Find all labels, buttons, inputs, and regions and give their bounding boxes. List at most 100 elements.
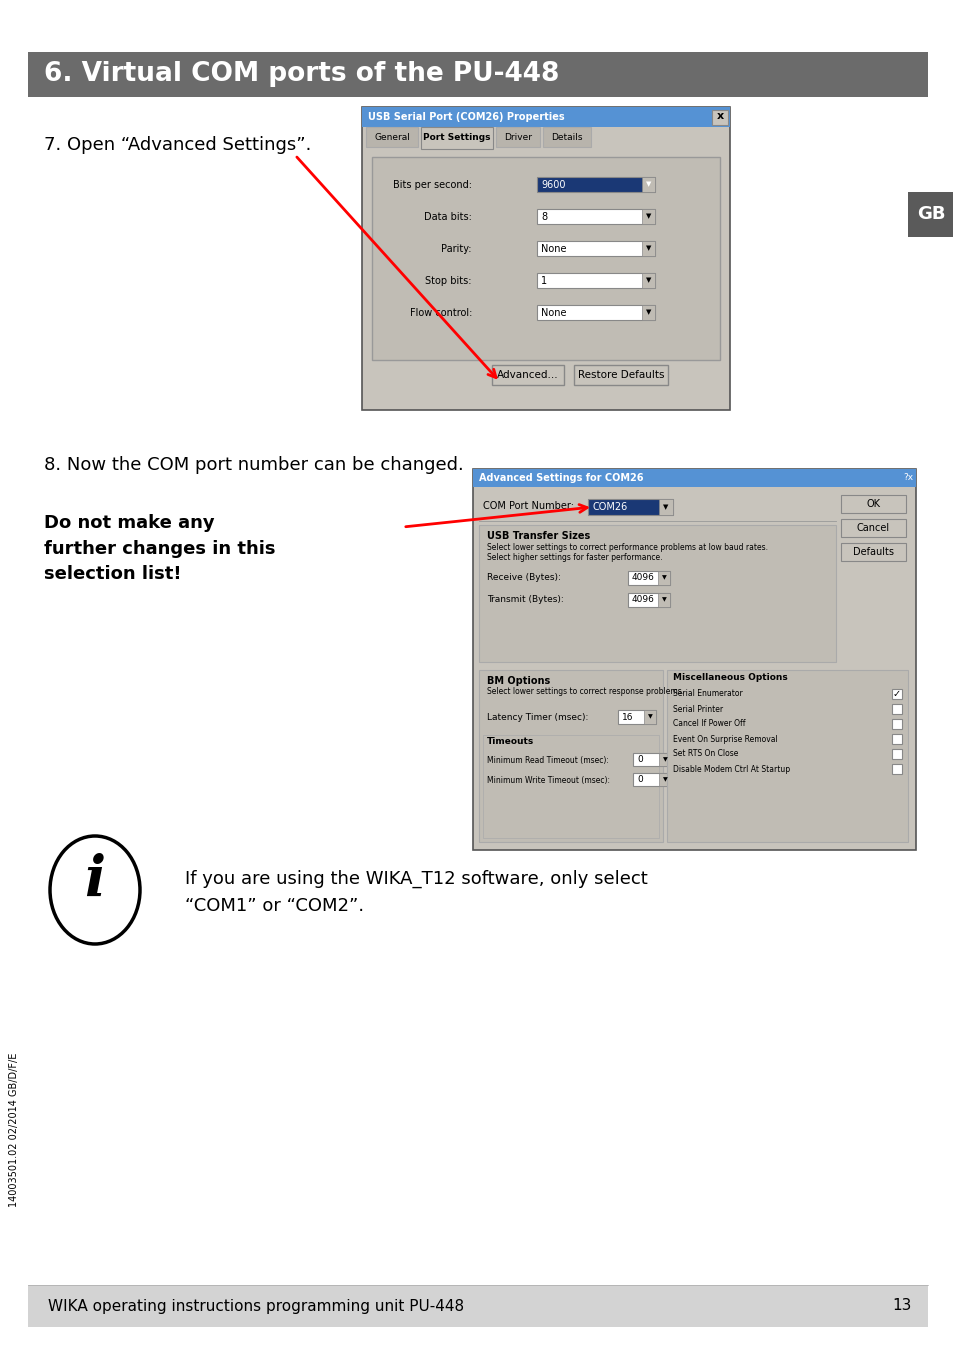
- Text: ▼: ▼: [645, 182, 651, 187]
- Text: 13: 13: [892, 1298, 911, 1314]
- Bar: [618, 710, 656, 724]
- Text: None: None: [540, 243, 566, 253]
- Bar: [641, 305, 655, 320]
- Bar: [366, 126, 417, 147]
- Text: Timeouts: Timeouts: [486, 737, 534, 746]
- Bar: [641, 273, 655, 288]
- Text: Driver: Driver: [503, 133, 532, 141]
- Text: ▼: ▼: [645, 214, 651, 219]
- Bar: [361, 108, 729, 410]
- Bar: [537, 241, 655, 256]
- Text: Select lower settings to correct response problems.: Select lower settings to correct respons…: [486, 687, 683, 697]
- Text: Event On Surprise Removal: Event On Surprise Removal: [672, 734, 777, 744]
- Text: 4096: 4096: [631, 573, 654, 582]
- Text: ▼: ▼: [645, 277, 651, 284]
- Text: None: None: [540, 308, 566, 317]
- Text: i: i: [85, 853, 106, 908]
- Bar: [587, 499, 672, 515]
- Text: Cancel If Power Off: Cancel If Power Off: [672, 720, 744, 729]
- Bar: [666, 670, 907, 842]
- Bar: [891, 734, 901, 744]
- Text: 6. Virtual COM ports of the PU-448: 6. Virtual COM ports of the PU-448: [44, 61, 558, 87]
- Text: ▼: ▼: [645, 309, 651, 316]
- Bar: [658, 593, 669, 607]
- Text: ▼: ▼: [647, 714, 652, 720]
- Text: 8: 8: [540, 211, 547, 222]
- Text: Disable Modem Ctrl At Startup: Disable Modem Ctrl At Startup: [672, 764, 789, 773]
- Text: Advanced...: Advanced...: [497, 370, 558, 381]
- Text: Latency Timer (msec):: Latency Timer (msec):: [486, 713, 588, 721]
- Bar: [891, 749, 901, 759]
- Bar: [542, 126, 590, 147]
- Bar: [659, 499, 672, 515]
- Bar: [641, 241, 655, 256]
- Text: 1: 1: [540, 276, 547, 285]
- Text: Restore Defaults: Restore Defaults: [578, 370, 663, 381]
- Text: Bits per second:: Bits per second:: [393, 179, 472, 190]
- Bar: [659, 753, 670, 767]
- Bar: [659, 773, 670, 785]
- Bar: [641, 208, 655, 225]
- Text: ▼: ▼: [645, 246, 651, 252]
- Bar: [891, 689, 901, 699]
- Bar: [633, 753, 670, 767]
- Text: General: General: [374, 133, 410, 141]
- Bar: [537, 178, 655, 192]
- Bar: [841, 543, 905, 561]
- Text: Cancel: Cancel: [856, 523, 889, 533]
- Text: Details: Details: [551, 133, 582, 141]
- Bar: [492, 364, 563, 385]
- Bar: [891, 720, 901, 729]
- Text: Minimum Read Timeout (msec):: Minimum Read Timeout (msec):: [486, 756, 608, 764]
- Text: ?x: ?x: [902, 473, 912, 483]
- Text: ▼: ▼: [662, 757, 667, 763]
- Bar: [891, 764, 901, 773]
- Bar: [478, 525, 835, 662]
- Bar: [627, 572, 669, 585]
- Bar: [841, 519, 905, 537]
- Text: Select lower settings to correct performance problems at low baud rates.: Select lower settings to correct perform…: [486, 542, 767, 551]
- Bar: [537, 273, 655, 288]
- Bar: [28, 52, 927, 97]
- Text: OK: OK: [865, 499, 880, 508]
- Text: 7. Open “Advanced Settings”.: 7. Open “Advanced Settings”.: [44, 136, 311, 153]
- Text: Port Settings: Port Settings: [423, 133, 490, 143]
- Bar: [641, 178, 655, 192]
- Bar: [891, 703, 901, 714]
- Text: GB: GB: [916, 204, 944, 223]
- Text: ▼: ▼: [662, 777, 667, 781]
- Bar: [473, 469, 915, 487]
- Text: BM Options: BM Options: [486, 677, 550, 686]
- Text: COM26: COM26: [593, 502, 628, 512]
- Text: 8. Now the COM port number can be changed.: 8. Now the COM port number can be change…: [44, 456, 463, 473]
- Text: USB Transfer Sizes: USB Transfer Sizes: [486, 531, 590, 541]
- Text: Miscellaneous Options: Miscellaneous Options: [672, 672, 787, 682]
- Bar: [473, 469, 915, 850]
- Text: Advanced Settings for COM26: Advanced Settings for COM26: [478, 473, 643, 483]
- Text: ▼: ▼: [662, 504, 668, 510]
- Bar: [372, 157, 720, 360]
- Text: ✓: ✓: [892, 689, 901, 699]
- Text: x: x: [716, 112, 722, 121]
- Text: If you are using the WIKA_T12 software, only select
“COM1” or “COM2”.: If you are using the WIKA_T12 software, …: [185, 870, 647, 915]
- Text: Transmit (Bytes):: Transmit (Bytes):: [486, 596, 563, 604]
- Text: Do not make any
further changes in this
selection list!: Do not make any further changes in this …: [44, 514, 275, 584]
- Text: Parity:: Parity:: [441, 243, 472, 253]
- Text: 16: 16: [621, 713, 633, 721]
- Text: Serial Printer: Serial Printer: [672, 705, 722, 713]
- Bar: [420, 126, 493, 149]
- Bar: [633, 773, 670, 785]
- Bar: [28, 1284, 927, 1328]
- Text: Minimum Write Timeout (msec):: Minimum Write Timeout (msec):: [486, 776, 609, 784]
- Text: Set RTS On Close: Set RTS On Close: [672, 749, 738, 759]
- Bar: [711, 110, 727, 125]
- Bar: [627, 593, 669, 607]
- Text: Serial Enumerator: Serial Enumerator: [672, 690, 742, 698]
- Text: Data bits:: Data bits:: [424, 211, 472, 222]
- Bar: [496, 126, 539, 147]
- Bar: [482, 734, 659, 838]
- Text: 14003501.02 02/2014 GB/D/F/E: 14003501.02 02/2014 GB/D/F/E: [9, 1053, 19, 1208]
- Text: Select higher settings for faster performance.: Select higher settings for faster perfor…: [486, 553, 661, 561]
- Bar: [574, 364, 667, 385]
- Ellipse shape: [50, 837, 140, 944]
